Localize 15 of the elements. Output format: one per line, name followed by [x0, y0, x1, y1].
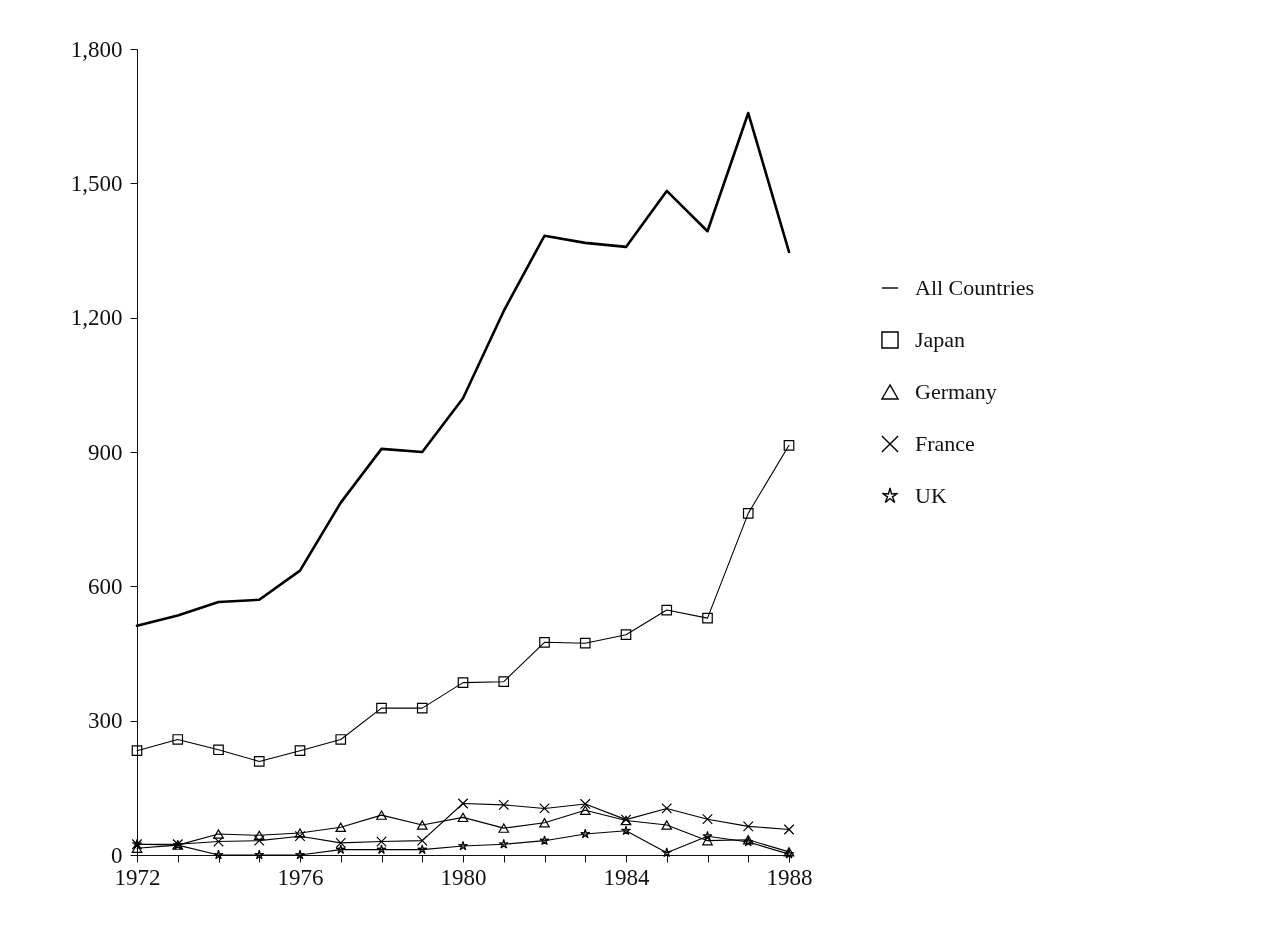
- x-tick-label: 1984: [603, 864, 650, 890]
- x-tick-label: 1976: [277, 864, 324, 890]
- legend-label: All Countries: [915, 275, 1035, 300]
- y-tick-label: 900: [88, 439, 123, 465]
- y-tick-label: 1,200: [70, 305, 123, 331]
- legend-label: France: [915, 431, 975, 456]
- y-tick-label: 1,500: [70, 170, 123, 196]
- legend-label: UK: [915, 483, 947, 508]
- x-tick-label: 1988: [766, 864, 813, 890]
- y-tick-label: 300: [88, 708, 123, 734]
- y-tick-label: 1,800: [70, 36, 123, 62]
- x-tick-label: 1980: [440, 864, 487, 890]
- y-tick-label: 600: [88, 573, 123, 599]
- legend-label: Germany: [915, 379, 997, 404]
- legend-label: Japan: [915, 327, 966, 352]
